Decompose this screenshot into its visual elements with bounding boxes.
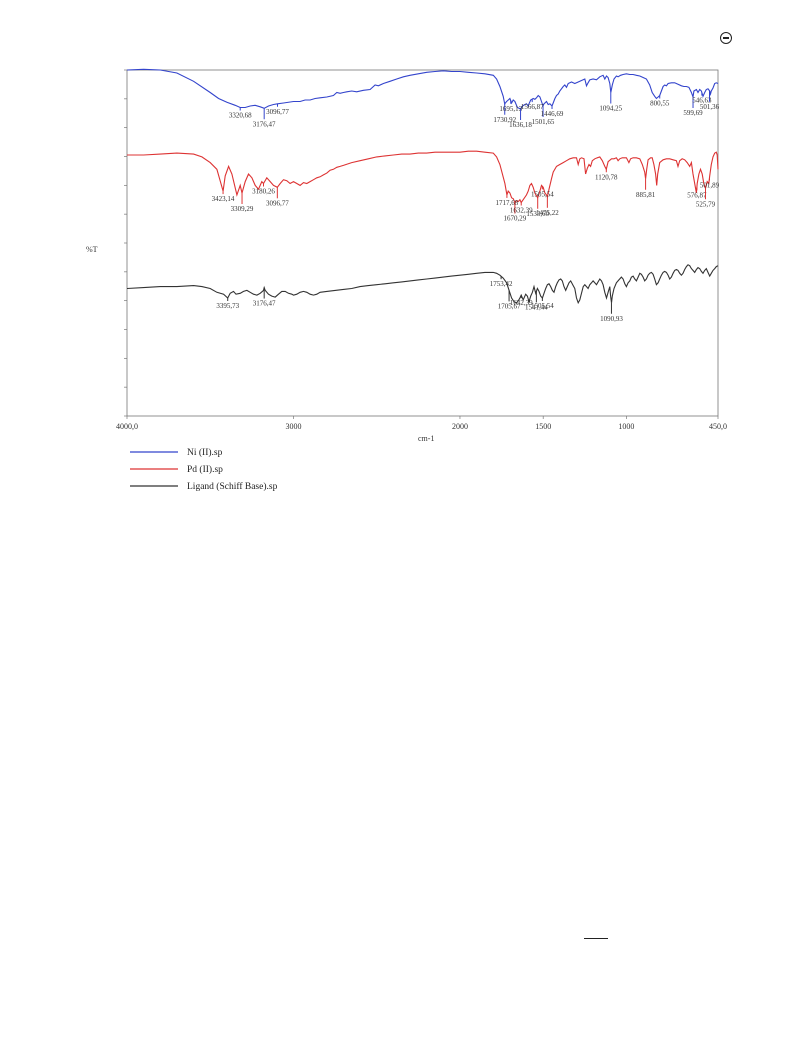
peak-label: 1566,87 — [521, 103, 544, 111]
plot-area — [124, 68, 719, 417]
peak-label: 546,63 — [692, 97, 712, 105]
peak-label: 501,36 — [700, 103, 720, 111]
y-axis-title: %T — [86, 245, 98, 254]
series-line-1 — [126, 68, 719, 110]
peak-label: 3096,77 — [266, 108, 289, 116]
legend-label: Pd (II).sp — [187, 464, 223, 475]
peak-label: 1753,42 — [490, 280, 513, 288]
peak-label: 1670,29 — [504, 215, 527, 223]
legend: Ni (II).sp Pd (II).sp Ligand (Schiff Base)… — [130, 447, 278, 492]
peak-label: 3096,77 — [266, 199, 289, 207]
peak-label: 1505,54 — [531, 302, 554, 310]
peak-label: 3395,73 — [216, 302, 239, 310]
peak-label: 1632,39 — [510, 207, 533, 215]
peak-label: 1094,25 — [599, 105, 622, 113]
peak-label: 525,79 — [696, 200, 716, 208]
legend-label: Ligand (Schiff Base).sp — [187, 481, 278, 492]
x-tick-label: 450,0 — [709, 422, 727, 431]
peak-label: 1541,44 — [525, 303, 548, 311]
peak-label: 3180,26 — [252, 188, 275, 196]
peak-label: 3176,47 — [253, 120, 276, 128]
peak-label: 800,55 — [650, 100, 670, 108]
x-tick-label: 1500 — [535, 422, 551, 431]
peak-label: 1705,67 — [498, 302, 521, 310]
peak-label: 1717,68 — [496, 199, 519, 207]
series-line-3 — [126, 264, 719, 305]
peak-label: 1501,65 — [532, 118, 555, 126]
peak-label: 576,87 — [687, 191, 707, 199]
minus-circle-icon — [720, 32, 732, 44]
x-tick-label: 4000,0 — [116, 422, 138, 431]
peak-label: 1120,78 — [595, 173, 618, 181]
peak-label: 501,89 — [700, 181, 720, 189]
peak-label: 885,81 — [636, 191, 656, 199]
peak-label: 3309,29 — [231, 205, 254, 213]
footer-rule — [584, 938, 608, 939]
peak-label: 3423,14 — [212, 195, 235, 203]
peak-label: 1505,54 — [531, 190, 554, 198]
plot-frame — [126, 69, 719, 417]
peak-label: 1446,69 — [541, 110, 564, 118]
peak-label: 1632,39 — [510, 299, 533, 307]
peak-label: 1475,22 — [536, 209, 559, 217]
peak-label: 1730,92 — [493, 116, 516, 124]
peak-label: 3176,47 — [253, 300, 276, 308]
x-tick-label: 1000 — [618, 422, 634, 431]
peak-label: 1090,93 — [600, 315, 623, 323]
legend-label: Ni (II).sp — [187, 447, 223, 458]
x-axis-title: cm-1 — [418, 434, 434, 443]
peak-label: 1636,18 — [509, 121, 532, 129]
peak-label: 1695,13 — [499, 105, 522, 113]
peak-label: 3320,68 — [229, 112, 252, 120]
x-axis-ticks: 4000,0 3000 2000 1500 1000 450,0 — [116, 416, 727, 431]
peak-annotations: 3320,683176,473096,771730,921695,131636,… — [212, 90, 720, 323]
peak-label: 599,69 — [683, 109, 703, 117]
x-tick-label: 2000 — [452, 422, 468, 431]
peak-label: 1533,60 — [526, 210, 549, 218]
x-tick-label: 3000 — [285, 422, 301, 431]
